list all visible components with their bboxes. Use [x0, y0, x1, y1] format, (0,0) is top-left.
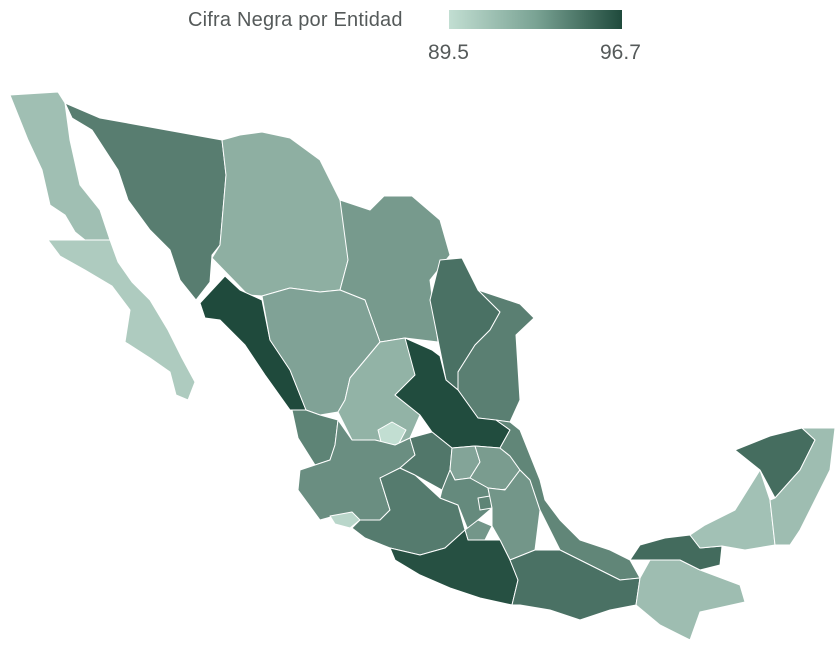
state-quintana-roo	[769, 427, 835, 546]
state-colima	[329, 511, 361, 529]
legend-max-label: 96.7	[600, 41, 641, 64]
map-legend: Cifra Negra por Entidad 89.5 96.7	[0, 0, 835, 75]
legend-min-label: 89.5	[428, 41, 469, 64]
state-baja-california	[9, 91, 111, 241]
legend-title: Cifra Negra por Entidad	[188, 9, 403, 31]
state-baja-california-sur	[47, 239, 196, 401]
state-chiapas	[635, 559, 746, 641]
state-campeche	[689, 469, 776, 551]
legend-color-ramp	[449, 10, 622, 29]
